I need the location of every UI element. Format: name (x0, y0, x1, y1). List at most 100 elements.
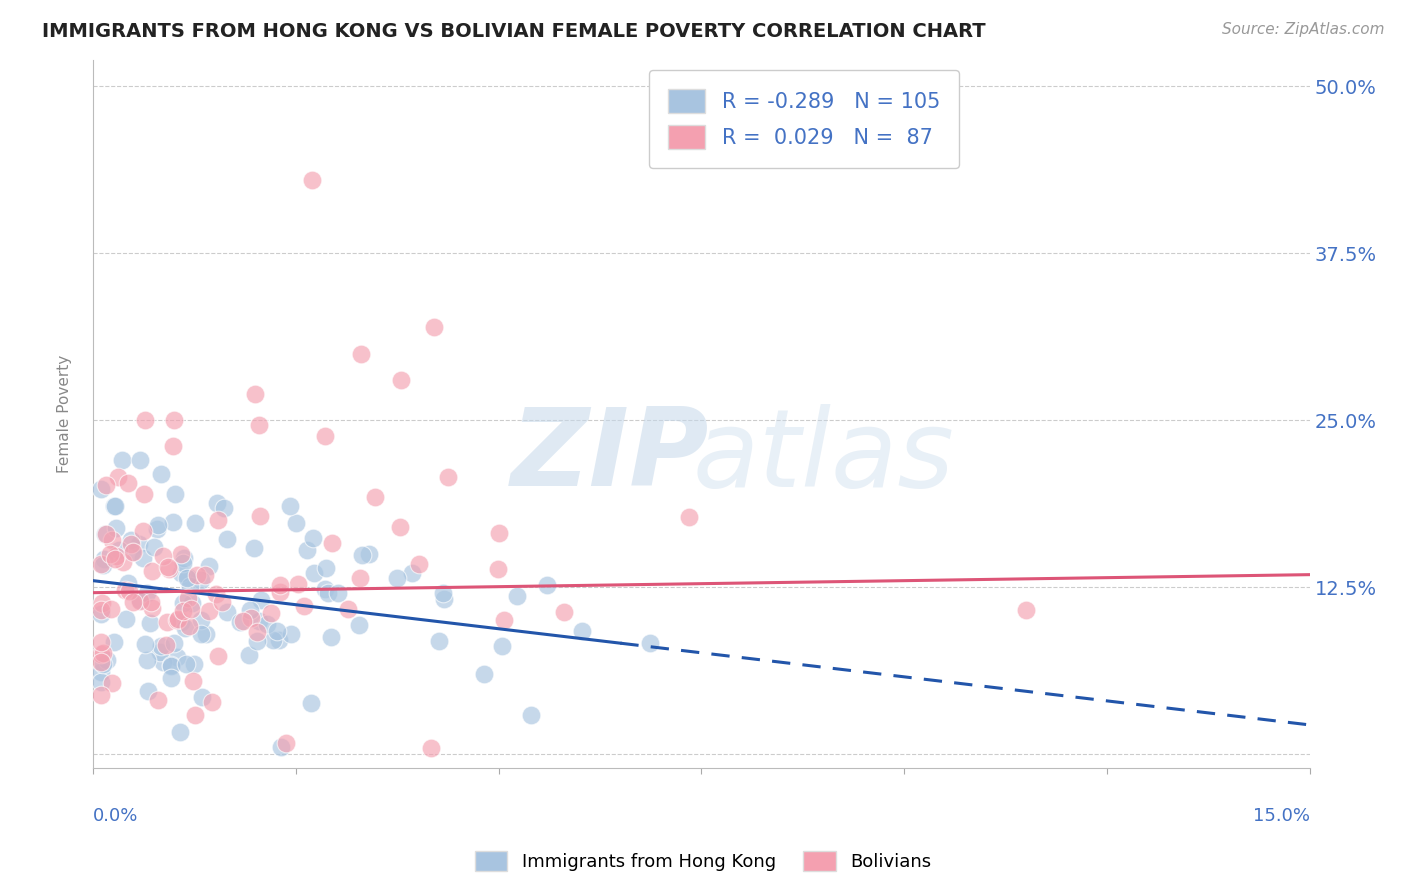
Point (93, 657, 115, 671)
Point (90, 603, 112, 617)
Point (114, 582, 136, 597)
Point (132, 524, 155, 539)
Point (152, 655, 174, 669)
Point (90, 688, 112, 702)
Point (245, 386, 267, 401)
Point (170, 566, 193, 581)
Point (1015, 602, 1038, 616)
Point (640, 636, 662, 650)
Point (246, 625, 269, 640)
Point (389, 373, 412, 387)
Point (266, 624, 288, 638)
Point (177, 591, 200, 605)
Point (121, 545, 143, 559)
Point (505, 589, 527, 603)
Point (301, 173, 323, 187)
Text: Source: ZipAtlas.com: Source: ZipAtlas.com (1222, 22, 1385, 37)
Point (401, 566, 423, 580)
Point (157, 560, 180, 574)
Legend: R = -0.289   N = 105, R =  0.029   N =  87: R = -0.289 N = 105, R = 0.029 N = 87 (648, 70, 959, 168)
Point (347, 618, 370, 632)
Point (111, 555, 134, 569)
Point (247, 615, 270, 629)
Point (207, 513, 229, 527)
Point (122, 595, 145, 609)
Point (115, 612, 138, 626)
Y-axis label: Female Poverty: Female Poverty (58, 354, 72, 473)
Point (141, 601, 163, 615)
Point (160, 671, 183, 685)
Point (256, 617, 278, 632)
Point (162, 439, 184, 453)
Point (190, 626, 212, 640)
Point (146, 693, 169, 707)
Point (183, 657, 205, 671)
Point (240, 611, 263, 625)
Point (260, 607, 283, 621)
Point (232, 614, 254, 628)
Point (90, 557, 112, 571)
Text: IMMIGRANTS FROM HONG KONG VS BOLIVIAN FEMALE POVERTY CORRELATION CHART: IMMIGRANTS FROM HONG KONG VS BOLIVIAN FE… (42, 22, 986, 41)
Point (432, 586, 454, 600)
Point (488, 525, 510, 540)
Point (104, 552, 127, 566)
Point (179, 579, 201, 593)
Point (96, 527, 118, 541)
Point (98, 547, 121, 561)
Point (387, 571, 409, 585)
Point (91, 646, 114, 660)
Point (163, 413, 186, 427)
Point (131, 550, 153, 565)
Point (239, 603, 262, 617)
Point (194, 627, 217, 641)
Point (302, 531, 325, 545)
Point (215, 533, 238, 547)
Text: atlas: atlas (692, 404, 955, 508)
Point (571, 624, 593, 638)
Point (105, 521, 128, 535)
Point (128, 537, 150, 551)
Point (103, 499, 125, 513)
Point (678, 509, 700, 524)
Point (163, 487, 186, 501)
Point (472, 666, 495, 681)
Point (155, 615, 177, 629)
Point (349, 571, 371, 585)
Point (314, 429, 336, 443)
Point (408, 558, 430, 572)
Point (93, 552, 115, 566)
Point (174, 622, 197, 636)
Point (103, 635, 125, 649)
Point (336, 602, 359, 616)
Point (90, 647, 112, 661)
Point (190, 690, 212, 705)
Point (536, 578, 558, 592)
Point (169, 724, 191, 739)
Point (149, 640, 172, 654)
Point (284, 516, 307, 530)
Point (423, 319, 446, 334)
Point (314, 582, 336, 597)
Text: ZIP: ZIP (510, 403, 710, 509)
Point (315, 561, 337, 575)
Point (553, 605, 575, 619)
Point (215, 606, 238, 620)
Point (157, 562, 180, 576)
Point (101, 533, 124, 548)
Point (136, 684, 159, 698)
Point (246, 634, 269, 648)
Point (190, 613, 212, 627)
Point (172, 596, 194, 610)
Point (152, 549, 174, 564)
Point (172, 603, 194, 617)
Point (103, 499, 125, 513)
Point (90, 635, 112, 649)
Point (247, 417, 270, 432)
Point (269, 578, 291, 592)
Point (120, 537, 142, 551)
Point (267, 632, 290, 647)
Point (299, 696, 322, 710)
Point (183, 708, 205, 723)
Point (105, 549, 128, 564)
Point (108, 543, 131, 558)
